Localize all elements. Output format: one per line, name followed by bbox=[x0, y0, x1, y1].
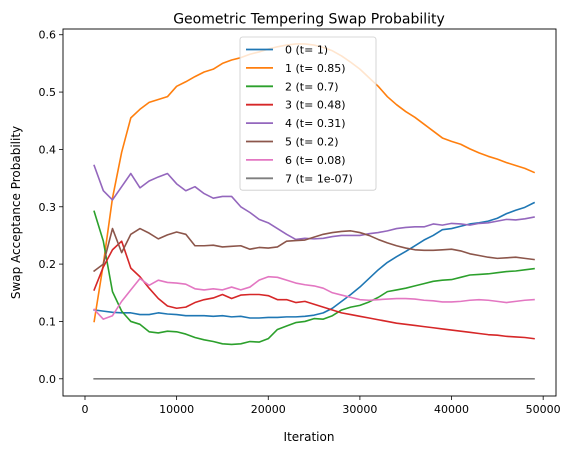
legend-label-3: 3 (t= 0.48) bbox=[285, 99, 346, 112]
x-tick-label: 0 bbox=[81, 403, 88, 416]
x-tick-label: 40000 bbox=[434, 403, 469, 416]
y-tick-label: 0.3 bbox=[39, 201, 57, 214]
series-line-0 bbox=[93, 201, 536, 319]
x-axis: 0 10000 20000 30000 40000 50000 bbox=[81, 396, 561, 416]
legend: 0 (t= 1) 1 (t= 0.85) 2 (t= 0.7) 3 (t= 0.48)… bbox=[239, 36, 377, 191]
x-tick-label: 10000 bbox=[159, 403, 194, 416]
y-tick-label: 0.5 bbox=[39, 86, 57, 99]
legend-label-4: 4 (t= 0.31) bbox=[285, 117, 346, 130]
series-line-5 bbox=[93, 227, 535, 273]
legend-label-5: 5 (t= 0.2) bbox=[285, 136, 339, 149]
series-line-2 bbox=[93, 210, 535, 346]
y-tick-label: 0.2 bbox=[39, 258, 57, 271]
legend-box bbox=[239, 36, 377, 191]
x-axis-label: Iteration bbox=[284, 430, 335, 444]
legend-label-6: 6 (t= 0.08) bbox=[285, 154, 346, 167]
legend-label-2: 2 (t= 0.7) bbox=[285, 80, 339, 93]
series-line-4 bbox=[93, 164, 535, 241]
y-tick-label: 0.1 bbox=[39, 315, 57, 328]
series-line-3 bbox=[93, 240, 535, 340]
y-tick-label: 0.6 bbox=[39, 29, 57, 42]
y-tick-label: 0.4 bbox=[39, 143, 57, 156]
legend-label-7: 7 (t= 1e-07) bbox=[285, 172, 353, 185]
series-line-6 bbox=[93, 275, 535, 320]
legend-label-0: 0 (t= 1) bbox=[285, 44, 328, 57]
x-tick-label: 30000 bbox=[342, 403, 377, 416]
y-axis: 0.0 0.1 0.2 0.3 0.4 0.5 0.6 bbox=[39, 29, 63, 386]
x-tick-label: 50000 bbox=[526, 403, 561, 416]
x-tick-label: 20000 bbox=[251, 403, 286, 416]
y-axis-label: Swap Acceptance Probability bbox=[9, 126, 23, 299]
legend-label-1: 1 (t= 0.85) bbox=[285, 62, 346, 75]
plot-frame bbox=[62, 28, 557, 397]
chart-title: Geometric Tempering Swap Probability bbox=[173, 12, 445, 28]
y-tick-label: 0.0 bbox=[39, 373, 57, 386]
